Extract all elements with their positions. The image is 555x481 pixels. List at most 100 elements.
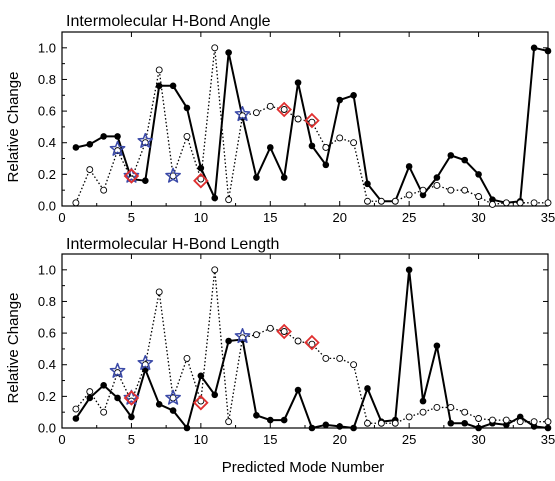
filled-circle-point bbox=[128, 413, 135, 421]
x-tick-label: 5 bbox=[128, 432, 135, 447]
open-circle-point bbox=[72, 405, 80, 413]
open-circle-point bbox=[155, 66, 163, 74]
chart-panel-top: Intermolecular H-Bond Angle Relative Cha… bbox=[5, 13, 555, 225]
open-circle-point bbox=[377, 419, 385, 427]
x-tick-label: 30 bbox=[471, 210, 485, 225]
open-circle-point bbox=[350, 361, 358, 369]
open-circle-point bbox=[266, 102, 274, 110]
open-circle-point bbox=[391, 419, 399, 427]
star-marker bbox=[109, 362, 126, 378]
filled-circle-point bbox=[433, 342, 441, 350]
x-tick-label: 20 bbox=[332, 210, 346, 225]
star-marker bbox=[123, 389, 140, 405]
x-tick-label: 25 bbox=[402, 432, 416, 447]
filled-circle-point bbox=[308, 142, 316, 150]
x-tick-label: 0 bbox=[58, 432, 65, 447]
open-circle-point bbox=[419, 186, 427, 194]
open-circle-point bbox=[405, 413, 413, 421]
filled-circle-point bbox=[211, 391, 219, 399]
star-marker bbox=[123, 167, 140, 183]
y-tick-label: 0.2 bbox=[38, 389, 56, 404]
y-tick-label: 0.4 bbox=[38, 135, 56, 150]
filled-circle-point bbox=[225, 49, 232, 56]
filled-circle-point bbox=[280, 174, 288, 181]
open-circle-point bbox=[530, 199, 538, 207]
star-marker bbox=[165, 389, 181, 405]
filled-circle-point bbox=[253, 412, 260, 419]
y-tick-label: 0.4 bbox=[38, 357, 56, 372]
filled-circle-point bbox=[475, 171, 482, 178]
open-circle-point bbox=[530, 418, 538, 426]
filled-circle-point bbox=[211, 194, 219, 202]
filled-circle-point bbox=[183, 424, 191, 432]
filled-circle-point bbox=[336, 96, 344, 104]
filled-circle-point bbox=[544, 47, 552, 55]
open-circle-point bbox=[364, 419, 371, 427]
filled-circle-point bbox=[405, 266, 413, 274]
y-axis-title-top: Relative Change bbox=[5, 72, 22, 183]
x-axis-title: Predicted Mode Number bbox=[222, 459, 385, 476]
open-circle-point bbox=[516, 418, 524, 426]
filled-circle-point bbox=[253, 174, 260, 181]
filled-circle-point bbox=[530, 423, 538, 430]
open-circle-point bbox=[86, 166, 94, 174]
star-marker bbox=[234, 328, 251, 344]
open-circle-point bbox=[461, 408, 469, 416]
filled-circle-point bbox=[114, 133, 121, 140]
x-tick-label: 20 bbox=[332, 432, 346, 447]
open-circle-point bbox=[225, 418, 233, 426]
x-tick-label: 25 bbox=[402, 210, 416, 225]
y-tick-label: 0.2 bbox=[38, 167, 56, 182]
y-tick-label: 0.0 bbox=[38, 421, 56, 436]
diamond-marker bbox=[193, 394, 209, 411]
open-circle-point bbox=[308, 340, 316, 348]
open-circle-point bbox=[544, 199, 552, 207]
open-circle-point bbox=[322, 144, 330, 151]
open-circle-point bbox=[447, 186, 455, 194]
y-tick-label: 1.0 bbox=[38, 40, 56, 55]
filled-circle-point bbox=[197, 372, 205, 380]
star-marker bbox=[165, 167, 181, 183]
filled-circle-point bbox=[169, 407, 177, 414]
filled-circle-point bbox=[225, 337, 232, 345]
filled-circle-point bbox=[100, 381, 107, 389]
x-tick-label: 15 bbox=[263, 210, 277, 225]
open-circle-point bbox=[294, 337, 302, 345]
diamond-marker bbox=[123, 390, 140, 406]
filled-circle-point bbox=[266, 416, 274, 424]
filled-circle-point bbox=[516, 413, 524, 421]
y-tick-label: 0.0 bbox=[38, 199, 56, 214]
open-circle-point bbox=[100, 186, 108, 194]
filled-circle-point bbox=[336, 423, 344, 430]
filled-circle-point bbox=[86, 394, 94, 402]
open-circle-point bbox=[294, 115, 302, 123]
open-circle-point bbox=[405, 191, 413, 199]
diamond-marker bbox=[276, 101, 292, 118]
filled-circle-point bbox=[155, 400, 163, 408]
y-tick-label: 0.8 bbox=[38, 72, 56, 87]
filled-circle-point bbox=[197, 164, 205, 172]
filled-circle-point bbox=[433, 174, 441, 181]
open-circle-point bbox=[377, 197, 385, 205]
filled-circle-point bbox=[142, 177, 149, 184]
open-circle-point bbox=[350, 139, 358, 147]
open-circle-point bbox=[433, 181, 441, 189]
y-tick-label: 0.6 bbox=[38, 104, 56, 119]
open-circle-point bbox=[183, 132, 191, 140]
open-circle-point bbox=[308, 118, 316, 126]
open-circle-point bbox=[72, 199, 80, 207]
open-circle-point bbox=[100, 408, 108, 416]
filled-circle-point bbox=[308, 424, 316, 432]
x-tick-label: 30 bbox=[471, 432, 485, 447]
filled-circle-point bbox=[114, 394, 121, 402]
open-circle-point bbox=[266, 324, 274, 332]
chart-panel-bottom: Intermolecular H-Bond Length Relative Ch… bbox=[5, 236, 555, 476]
filled-circle-point bbox=[183, 104, 191, 112]
open-circle-point bbox=[155, 288, 163, 296]
diamond-marker bbox=[276, 323, 292, 340]
x-tick-label: 15 bbox=[263, 432, 277, 447]
open-circle-point bbox=[336, 354, 344, 362]
filled-circle-point bbox=[489, 196, 496, 203]
open-circle-point bbox=[475, 415, 483, 422]
